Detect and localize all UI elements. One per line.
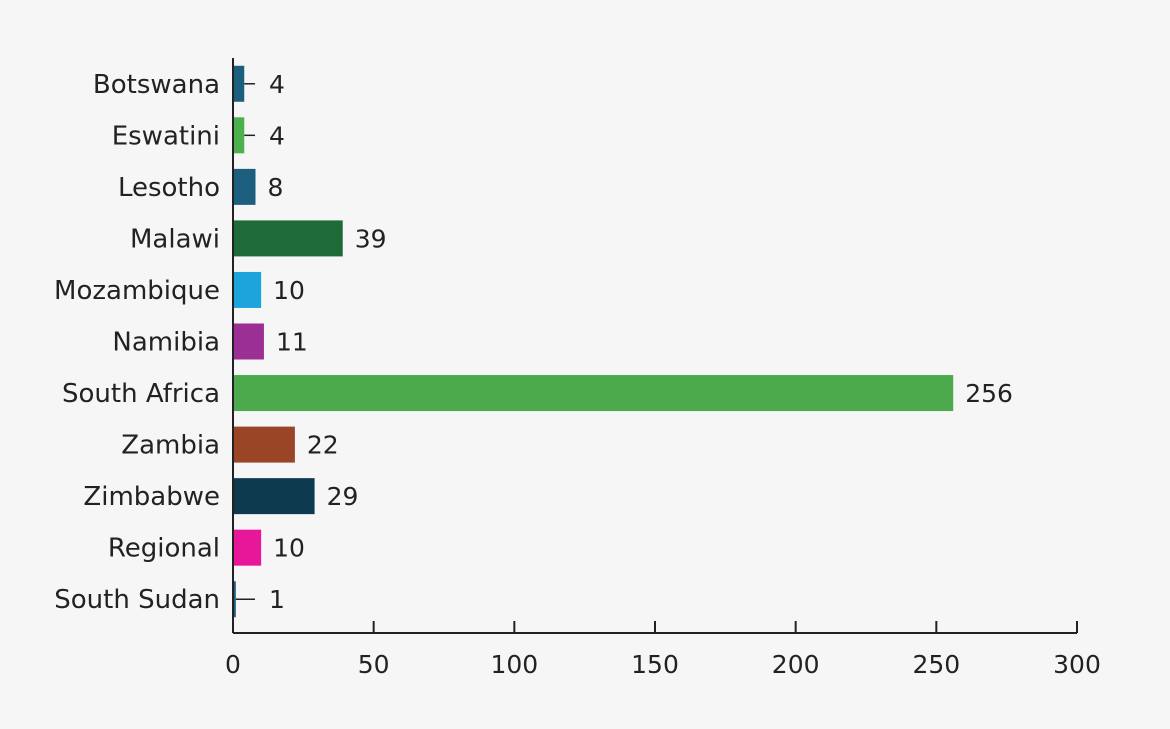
value-label-lesotho: 8 <box>268 173 284 202</box>
x-tick-label-300: 300 <box>1053 650 1101 679</box>
x-tick-label-0: 0 <box>225 650 241 679</box>
value-label-botswana: 4 <box>269 70 285 99</box>
category-label-regional: Regional <box>108 534 220 564</box>
bars-group <box>233 65 954 618</box>
bar-zimbabwe <box>233 478 315 515</box>
x-tick-label-250: 250 <box>912 650 960 679</box>
category-label-eswatini: Eswatini <box>112 121 220 151</box>
category-label-south-africa: South Africa <box>62 379 220 409</box>
x-axis-ticks: 0 50 100 150 200 250 300 <box>225 621 1101 679</box>
value-label-south-africa: 256 <box>965 379 1013 408</box>
category-label-mozambique: Mozambique <box>54 276 220 306</box>
value-label-namibia: 11 <box>276 328 308 357</box>
bar-eswatini <box>233 117 245 154</box>
x-tick-label-50: 50 <box>358 650 390 679</box>
value-label-eswatini: 4 <box>269 121 285 150</box>
bar-zambia <box>233 426 295 463</box>
bar-botswana <box>233 65 245 102</box>
bar-south-africa <box>233 375 954 412</box>
value-label-regional: 10 <box>273 534 305 563</box>
value-label-zambia: 22 <box>307 431 339 460</box>
value-label-malawi: 39 <box>355 224 387 253</box>
category-label-zimbabwe: Zimbabwe <box>83 482 220 512</box>
category-label-south-sudan: South Sudan <box>54 585 220 615</box>
category-label-malawi: Malawi <box>130 224 220 254</box>
bar-lesotho <box>233 168 256 205</box>
value-label-mozambique: 10 <box>273 276 305 305</box>
x-tick-label-150: 150 <box>631 650 679 679</box>
bar-namibia <box>233 323 264 360</box>
x-tick-label-200: 200 <box>772 650 820 679</box>
category-label-zambia: Zambia <box>121 431 220 461</box>
category-label-botswana: Botswana <box>93 70 220 100</box>
value-label-zimbabwe: 29 <box>327 482 359 511</box>
category-label-namibia: Namibia <box>112 328 220 358</box>
labels-group: Botswana 4 Eswatini 4 Lesotho 8 Malawi 39 Mozamb… <box>54 70 1013 615</box>
bar-regional <box>233 529 262 566</box>
category-label-lesotho: Lesotho <box>118 173 220 203</box>
bar-south-sudan <box>233 581 236 618</box>
bar-malawi <box>233 220 343 257</box>
bar-mozambique <box>233 271 262 308</box>
x-tick-label-100: 100 <box>490 650 538 679</box>
value-label-south-sudan: 1 <box>269 585 285 614</box>
